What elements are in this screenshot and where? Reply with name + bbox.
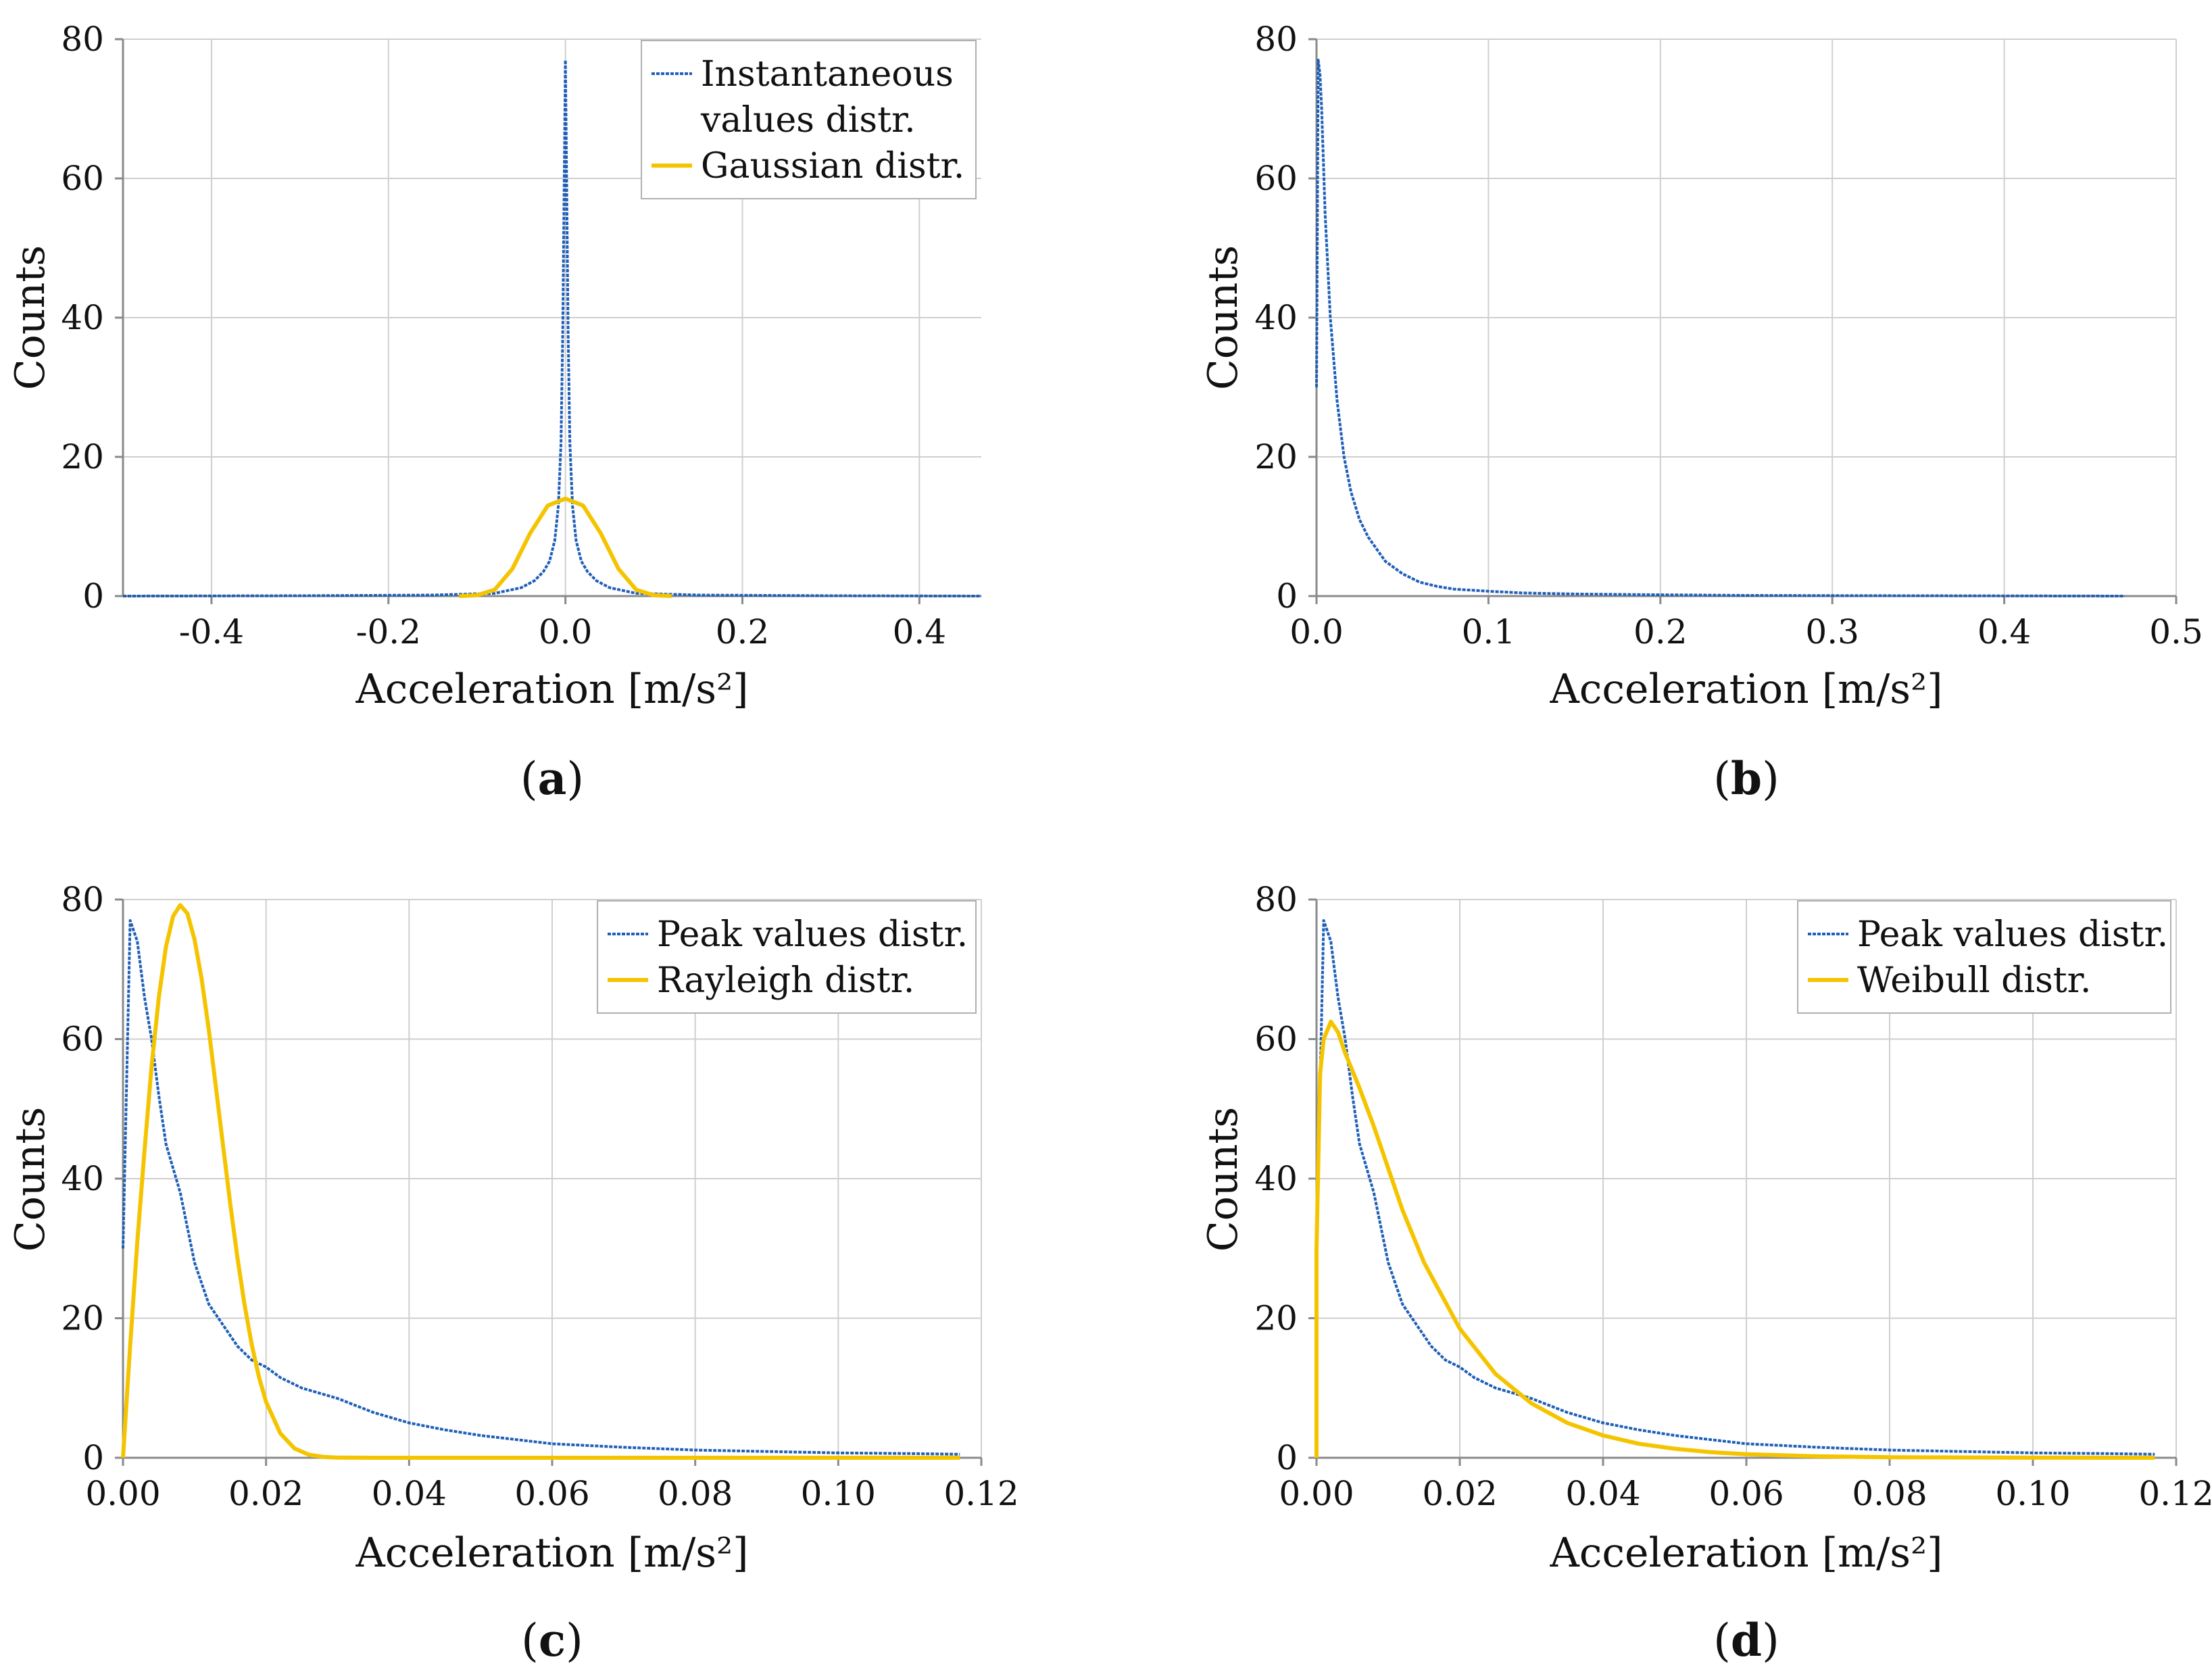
x-tick-label: 0.2: [1633, 612, 1688, 651]
x-tick-label: 0.0: [539, 612, 593, 651]
y-axis-title: Counts: [7, 1107, 54, 1252]
x-axis-title: Acceleration [m/s²]: [355, 1529, 748, 1577]
x-tick-label: 0.5: [2149, 612, 2203, 651]
legend-box: [1797, 900, 2171, 1014]
panel-label-close: ): [1762, 753, 1779, 805]
x-tick-label: 0.00: [1279, 1474, 1354, 1513]
chart-panel-a: -0.4 -0.2 0.0 0.2 0.4 0 20 40 60 80 Acceleration […: [7, 20, 982, 805]
panel-label-letter: c: [539, 1614, 566, 1667]
y-tick-label: 20: [1254, 437, 1298, 476]
legend-entry: values distr.: [700, 100, 916, 141]
legend-entry: Peak values distr.: [657, 914, 968, 955]
y-axis-title: Counts: [1200, 1107, 1247, 1252]
panel-label-letter: a: [538, 752, 567, 805]
x-tick-label: 0.1: [1462, 612, 1516, 651]
y-tick-label: 20: [61, 1299, 104, 1338]
y-tick-label: 0: [82, 576, 104, 616]
panel-label-letter: d: [1731, 1614, 1762, 1667]
x-tick-label: 0.2: [716, 612, 770, 651]
y-tick-label: 40: [61, 298, 104, 337]
y-tick-label: 60: [61, 1020, 104, 1059]
panel-label-open: (: [520, 753, 538, 805]
chart-panel-d: 0.00 0.02 0.04 0.06 0.08 0.10 0.12 0 20 40 60 80 Acc…: [1200, 880, 2212, 1667]
panel-label-close: ): [1762, 1615, 1779, 1667]
panel-label-open: (: [1713, 1615, 1731, 1667]
x-tick-label: 0.06: [514, 1474, 589, 1513]
x-tick-label: 0.08: [1852, 1474, 1927, 1513]
legend: Instantaneous values distr. Gaussian distr…: [641, 40, 977, 199]
x-tick-label: 0.10: [801, 1474, 876, 1513]
series-line-fitted: [121, 903, 960, 1460]
series-line-measured: [1315, 58, 2125, 597]
x-tick-label: 0.12: [2138, 1474, 2212, 1513]
panel-label: (a): [520, 752, 584, 805]
series-line-fitted: [459, 496, 672, 598]
x-tick-label: 0.10: [1995, 1474, 2070, 1513]
x-tick-label: 0.12: [943, 1474, 1018, 1513]
legend-entry: Instantaneous: [701, 54, 954, 95]
panel-label-close: ): [566, 753, 584, 805]
legend-entry: Weibull distr.: [1857, 960, 2091, 1001]
legend-entry: Peak values distr.: [1857, 914, 2168, 955]
x-tick-label: 0.4: [893, 612, 947, 651]
x-tick-label: 0.3: [1805, 612, 1859, 651]
x-tick-label: -0.2: [356, 612, 421, 651]
x-axis-title: Acceleration [m/s²]: [1549, 1529, 1942, 1577]
y-tick-label: 40: [1254, 298, 1298, 337]
panel-label: (c): [521, 1614, 583, 1667]
x-tick-label: 0.0: [1289, 612, 1344, 651]
y-tick-label: 80: [61, 20, 104, 59]
x-tick-label: 0.04: [372, 1474, 447, 1513]
y-tick-label: 20: [61, 437, 104, 476]
x-axis-title: Acceleration [m/s²]: [1549, 666, 1942, 713]
chart-panel-b: 0.0 0.1 0.2 0.3 0.4 0.5 0 20 40 60 80 Acceleration …: [1200, 20, 2203, 805]
x-tick-label: 0.02: [228, 1474, 303, 1513]
panel-label-open: (: [521, 1615, 539, 1667]
legend-entry: Rayleigh distr.: [657, 960, 914, 1001]
legend-box: [641, 40, 977, 199]
y-tick-label: 40: [61, 1159, 104, 1198]
panel-label-close: ): [566, 1615, 583, 1667]
series-line-measured: [122, 919, 960, 1456]
y-axis-title: Counts: [1200, 245, 1247, 390]
y-tick-label: 0: [1276, 1438, 1298, 1477]
panel-label: (d): [1713, 1614, 1779, 1667]
panel-label-open: (: [1713, 753, 1731, 805]
x-tick-label: 0.06: [1709, 1474, 1784, 1513]
x-tick-label: 0.02: [1422, 1474, 1497, 1513]
y-tick-label: 80: [61, 880, 104, 919]
y-tick-label: 60: [1254, 1020, 1298, 1059]
y-tick-label: 60: [1254, 159, 1298, 198]
chart-panel-c: 0.00 0.02 0.04 0.06 0.08 0.10 0.12 0 20 40 60 80 Acc…: [7, 880, 1019, 1667]
y-tick-label: 40: [1254, 1159, 1298, 1198]
legend-box: [597, 900, 977, 1014]
y-tick-label: 60: [61, 159, 104, 198]
y-tick-label: 0: [82, 1438, 104, 1477]
x-tick-label: 0.04: [1565, 1474, 1640, 1513]
y-tick-label: 0: [1276, 576, 1298, 616]
series-line-measured: [1315, 919, 2155, 1456]
y-tick-label: 20: [1254, 1299, 1298, 1338]
y-axis-title: Counts: [7, 245, 54, 390]
series-line-measured: [122, 58, 982, 597]
x-tick-label: -0.4: [179, 612, 244, 651]
x-tick-label: 0.08: [658, 1474, 733, 1513]
panel-label-letter: b: [1731, 752, 1762, 805]
y-tick-label: 80: [1254, 880, 1298, 919]
x-tick-label: 0.00: [85, 1474, 160, 1513]
panel-label: (b): [1713, 752, 1779, 805]
x-tick-label: 0.4: [1977, 612, 2032, 651]
x-axis-title: Acceleration [m/s²]: [355, 666, 748, 713]
legend: Peak values distr. Rayleigh distr.: [597, 900, 977, 1014]
legend-entry: Gaussian distr.: [701, 146, 964, 187]
series-line-fitted: [1314, 1019, 2155, 1460]
legend: Peak values distr. Weibull distr.: [1797, 900, 2171, 1014]
y-tick-label: 80: [1254, 20, 1298, 59]
